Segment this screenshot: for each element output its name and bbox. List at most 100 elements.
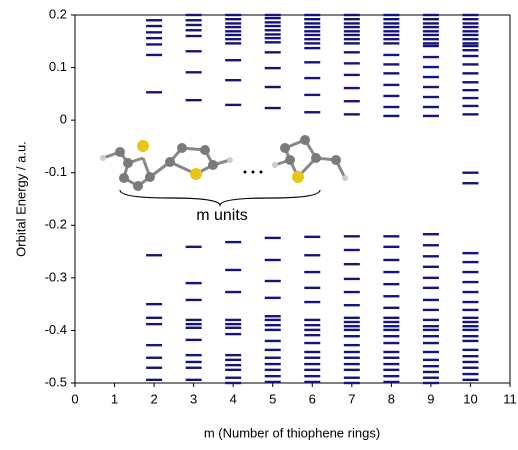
energy-level	[304, 94, 320, 96]
energy-level	[423, 42, 439, 44]
energy-level	[383, 363, 399, 365]
energy-level	[146, 323, 162, 325]
energy-level	[225, 291, 241, 293]
energy-level	[423, 38, 439, 40]
energy-level	[225, 30, 241, 32]
energy-level	[265, 357, 281, 359]
energy-level	[304, 329, 320, 331]
energy-level	[186, 319, 202, 321]
energy-level	[383, 271, 399, 273]
x-tick-label: 11	[503, 391, 517, 406]
x-tick-label: 8	[388, 391, 395, 406]
x-tick-label: 0	[71, 391, 78, 406]
energy-level	[225, 354, 241, 356]
energy-level	[186, 246, 202, 248]
energy-level	[344, 14, 360, 16]
energy-level	[462, 182, 478, 184]
energy-level	[225, 42, 241, 44]
energy-level	[265, 107, 281, 109]
energy-level	[423, 56, 439, 58]
x-tick-label: 5	[269, 391, 276, 406]
energy-level	[186, 327, 202, 329]
energy-level	[146, 91, 162, 93]
energy-level	[265, 67, 281, 69]
plot-frame	[75, 15, 510, 383]
energy-level	[146, 379, 162, 381]
energy-level	[186, 379, 202, 381]
energy-level	[423, 266, 439, 268]
energy-level	[265, 259, 281, 261]
energy-level	[304, 38, 320, 40]
energy-level	[344, 42, 360, 44]
energy-level	[265, 315, 281, 317]
energy-level	[344, 235, 360, 237]
energy-level	[304, 47, 320, 49]
energy-level	[146, 303, 162, 305]
energy-level	[304, 111, 320, 113]
energy-level	[146, 19, 162, 21]
energy-level	[265, 369, 281, 371]
energy-level	[225, 323, 241, 325]
energy-level	[383, 307, 399, 309]
energy-level	[423, 359, 439, 361]
energy-level	[383, 63, 399, 65]
energy-level	[146, 254, 162, 256]
energy-level	[383, 375, 399, 377]
energy-level	[383, 34, 399, 36]
energy-level	[462, 26, 478, 28]
annotation: m units	[196, 207, 248, 224]
energy-level	[383, 30, 399, 32]
energy-level	[344, 100, 360, 102]
energy-level	[344, 51, 360, 53]
energy-level	[186, 361, 202, 363]
energy-level	[344, 26, 360, 28]
energy-level	[225, 18, 241, 20]
y-tick-label: 0.1	[49, 59, 67, 74]
energy-level	[344, 38, 360, 40]
energy-level	[344, 263, 360, 265]
energy-level	[344, 22, 360, 24]
energy-level	[344, 325, 360, 327]
energy-level	[344, 304, 360, 306]
x-axis-label: m (Number of thiophene rings)	[204, 425, 380, 440]
x-tick-label: 3	[190, 391, 197, 406]
energy-level	[383, 42, 399, 44]
energy-level	[383, 18, 399, 20]
energy-level	[186, 367, 202, 369]
energy-level	[462, 105, 478, 107]
energy-level	[462, 335, 478, 337]
energy-level	[462, 113, 478, 115]
energy-level	[462, 340, 478, 342]
energy-level	[344, 344, 360, 346]
energy-level	[383, 325, 399, 327]
energy-level	[423, 277, 439, 279]
energy-level	[344, 382, 360, 384]
energy-level	[462, 42, 478, 44]
energy-level	[265, 41, 281, 43]
energy-level	[423, 309, 439, 311]
energy-level	[304, 324, 320, 326]
energy-level	[383, 335, 399, 337]
energy-level	[423, 14, 439, 16]
energy-level	[304, 342, 320, 344]
energy-level	[304, 236, 320, 238]
energy-level	[462, 281, 478, 283]
energy-level	[462, 30, 478, 32]
energy-level	[146, 344, 162, 346]
energy-level	[186, 354, 202, 356]
energy-level	[423, 66, 439, 68]
energy-level	[462, 317, 478, 319]
energy-level	[265, 381, 281, 383]
energy-level	[383, 38, 399, 40]
energy-level	[304, 369, 320, 371]
energy-level	[304, 271, 320, 273]
energy-level	[344, 34, 360, 36]
energy-level	[383, 351, 399, 353]
energy-level	[146, 25, 162, 27]
energy-level	[265, 363, 281, 365]
energy-level	[225, 369, 241, 371]
energy-level	[225, 319, 241, 321]
energy-level	[265, 297, 281, 299]
x-tick-label: 10	[463, 391, 477, 406]
energy-level	[265, 329, 281, 331]
